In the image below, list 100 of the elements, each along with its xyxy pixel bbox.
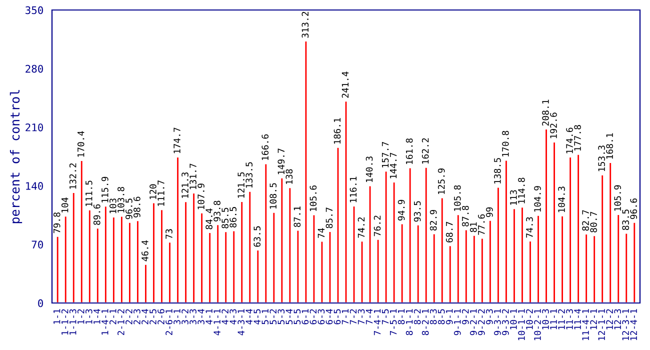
x-tick-label: 10-1 <box>510 309 517 330</box>
data-label: 144.7 <box>390 152 397 178</box>
bar <box>384 170 388 303</box>
data-label: 84.4 <box>206 208 212 230</box>
x-tick-label: 10-3 <box>542 309 549 330</box>
x-tick-label: 6-4 <box>326 308 333 324</box>
data-label: 74.3 <box>526 217 533 238</box>
data-label: 89.6 <box>93 204 100 225</box>
x-tick-label: 7-4-1 <box>374 309 381 336</box>
data-label: 82.7 <box>582 210 589 231</box>
x-tick-label: 5-3 <box>278 309 285 324</box>
x-tick-label: 8-2 <box>414 309 421 324</box>
data-label: 107.9 <box>198 184 204 210</box>
x-tick-label: 10-2-1 <box>534 309 541 340</box>
data-label: 121.3 <box>182 172 188 198</box>
data-label: 149.7 <box>278 148 285 174</box>
data-label: 140.3 <box>366 156 373 182</box>
bar <box>480 237 484 303</box>
data-label: 93.8 <box>214 200 220 222</box>
x-tick-label: 4-3 <box>230 309 236 324</box>
bar <box>80 160 84 303</box>
x-tick-label: 2-6-1 <box>166 309 172 336</box>
x-tick-label: 8-2-1 <box>422 309 429 336</box>
x-tick-label: 9-3-1 <box>494 309 501 336</box>
bar <box>320 240 324 303</box>
data-label: 121.5 <box>238 172 244 198</box>
x-tick-label: 12-1-1 <box>598 309 605 340</box>
data-label: 186.1 <box>334 118 341 144</box>
x-tick-label: 7-5 <box>382 309 389 324</box>
x-tick-label: 6-2 <box>310 309 317 324</box>
x-tick-label: 6-1 <box>302 309 309 324</box>
bar <box>96 227 100 303</box>
x-tick-label: 5-4 <box>286 308 293 324</box>
x-tick-label: 6-3 <box>318 309 325 324</box>
bar <box>128 222 132 303</box>
bar <box>528 240 532 303</box>
data-label: 68.7 <box>446 222 453 242</box>
data-label: 96.6 <box>630 198 638 220</box>
bar <box>616 214 620 303</box>
bar <box>416 224 420 303</box>
data-label: 104.3 <box>558 186 565 212</box>
y-axis-title: percent of control <box>10 90 22 224</box>
x-tick-label: 11-2 <box>558 309 565 330</box>
bar <box>568 156 572 303</box>
x-tick-label: 7-2 <box>350 309 357 324</box>
bar <box>176 156 180 303</box>
data-label: 174.7 <box>174 128 180 154</box>
data-label: 170.8 <box>502 130 509 156</box>
data-label: 85.5 <box>222 208 228 228</box>
bar <box>400 222 404 303</box>
x-tick-label: 9-2-1 <box>470 309 477 336</box>
data-label: 208.1 <box>542 100 549 126</box>
data-label: 157.7 <box>382 142 389 168</box>
bar <box>56 236 60 303</box>
x-tick-label: 1-4-1 <box>102 309 108 335</box>
x-tick-label: 4-2 <box>222 309 228 324</box>
data-label: 87.8 <box>462 206 469 226</box>
x-tick-label: 2-4 <box>142 308 148 324</box>
x-tick-label: 1-4 <box>94 308 100 324</box>
data-label: 105.6 <box>310 185 317 211</box>
data-label: 96.5 <box>126 198 132 220</box>
data-label: 138 <box>286 169 293 184</box>
bar <box>376 238 380 303</box>
data-label: 111.5 <box>86 180 92 206</box>
data-label: 170.4 <box>77 131 84 157</box>
x-tick-label: 4-5 <box>254 309 261 324</box>
x-tick-label: 9-2-2 <box>478 309 485 336</box>
x-tick-label: 3-2 <box>182 309 188 324</box>
y-tick-label: 210 <box>26 123 43 132</box>
x-tick-label: 5-1 <box>262 309 269 324</box>
x-tick-label: 7-1 <box>342 309 349 324</box>
x-tick-label: 12-3 <box>614 309 622 330</box>
x-tick-label: 2-6 <box>158 309 164 324</box>
bar <box>304 40 308 303</box>
x-tick-label: 11-3 <box>566 309 573 330</box>
bar <box>88 208 92 303</box>
data-label: 241.4 <box>342 72 349 98</box>
x-tick-label: 5-5 <box>294 309 301 324</box>
bar <box>120 215 124 303</box>
data-label: 77.6 <box>478 214 485 235</box>
data-label: 108.5 <box>270 183 277 209</box>
bar <box>440 196 444 303</box>
data-label: 131.7 <box>190 164 196 190</box>
data-label: 192.6 <box>550 112 557 138</box>
x-tick-label: 10-1-1 <box>518 309 525 340</box>
x-tick-label: 7-5-1 <box>390 309 397 336</box>
bar <box>368 184 372 303</box>
x-tick-label: 1-1-3 <box>69 309 76 335</box>
x-tick-label: 2-5 <box>150 309 156 324</box>
data-label: 113 <box>510 190 517 205</box>
data-label: 86.5 <box>230 207 236 228</box>
bar <box>608 162 612 303</box>
data-label: 168.1 <box>606 133 614 159</box>
x-tick-label: 3-3 <box>190 309 196 324</box>
bar <box>504 159 508 303</box>
bar <box>592 234 596 303</box>
bar <box>72 192 76 303</box>
bar <box>296 229 300 303</box>
bar <box>576 153 580 303</box>
bar <box>560 214 564 303</box>
